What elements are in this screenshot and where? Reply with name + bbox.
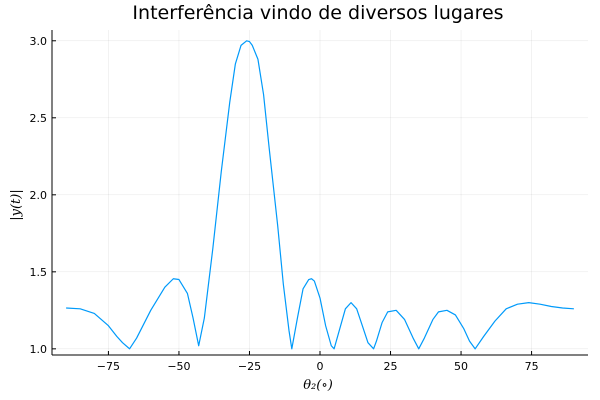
series-layer xyxy=(66,40,574,350)
ticks-layer: −75 −50 −25 0 25 50 75 1.0 1.5 2.0 2.5 3.0 xyxy=(30,35,539,373)
x-tick-label-2: −25 xyxy=(238,360,261,373)
x-tick-label-6: 75 xyxy=(525,360,539,373)
chart-title: Interferência vindo de diversos lugares xyxy=(132,2,503,24)
y-tick-label-3: 2.5 xyxy=(30,112,48,125)
x-tick-label-0: −75 xyxy=(97,360,120,373)
series-line-0 xyxy=(66,40,574,350)
y-tick-label-4: 3.0 xyxy=(30,35,48,48)
grid-layer xyxy=(52,30,588,355)
x-tick-label-1: −50 xyxy=(167,360,190,373)
y-tick-label-2: 2.0 xyxy=(30,189,48,202)
x-tick-label-4: 25 xyxy=(384,360,398,373)
x-tick-label-5: 50 xyxy=(454,360,468,373)
y-tick-label-1: 1.5 xyxy=(30,266,48,279)
y-axis-label: |y(t)| xyxy=(9,189,24,220)
x-tick-label-3: 0 xyxy=(317,360,324,373)
x-axis-label: θ₂(∘) xyxy=(303,378,333,393)
y-tick-label-0: 1.0 xyxy=(30,343,48,356)
